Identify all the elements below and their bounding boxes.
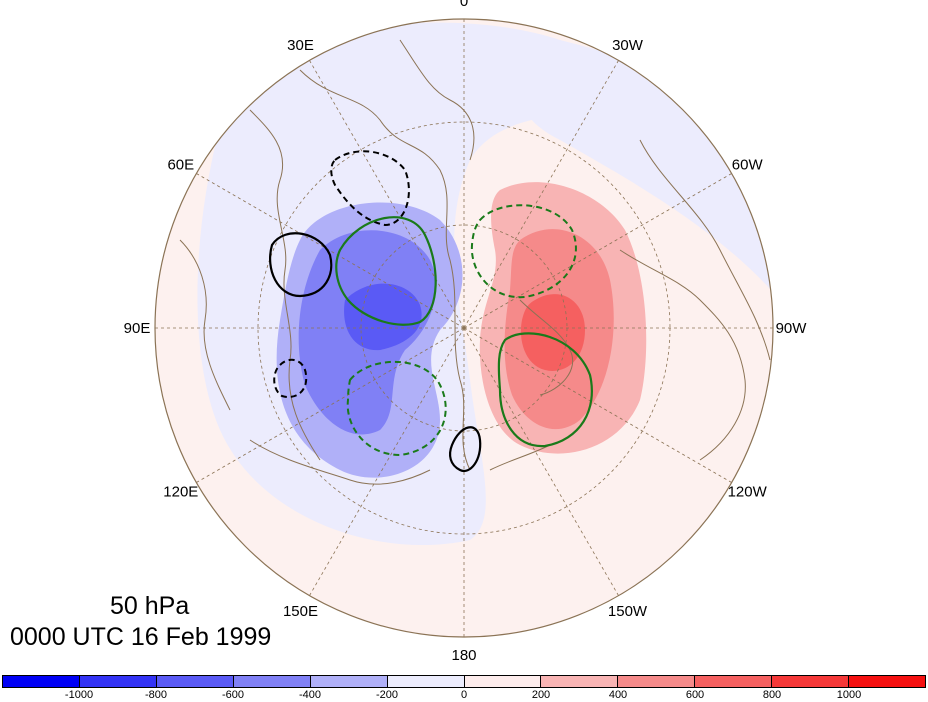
longitude-label: 120E <box>163 484 198 501</box>
colorbar-swatch <box>310 676 388 687</box>
graticule <box>155 19 773 637</box>
positive-region-600 <box>520 294 585 371</box>
shaded-anomaly-field <box>155 19 773 637</box>
pressure-level-title: 50 hPa <box>110 592 190 620</box>
negative-contour-dashed-west <box>273 358 308 398</box>
longitude-label: 150E <box>283 603 318 620</box>
colorbar-swatch <box>79 676 157 687</box>
colorbar-swatch <box>618 676 696 687</box>
colorbar-tick-label: -800 <box>144 689 168 701</box>
valid-time-title: 0000 UTC 16 Feb 1999 <box>10 623 272 651</box>
coastlines-and-borders <box>179 39 771 485</box>
negative-contour-dashed-atlantic <box>470 204 577 299</box>
longitude-label: 90W <box>776 320 808 337</box>
negative-region-600 <box>344 283 422 351</box>
colorbar-tick-label: 800 <box>762 689 782 701</box>
colorbar-tick-label: 400 <box>608 689 628 701</box>
colorbar-swatch <box>464 676 542 687</box>
colorbar-tick-label: 200 <box>531 689 551 701</box>
negative-contour-dashed-north <box>330 150 410 227</box>
longitude-labels: 0 30W 60W 90W 120W 150W 180 150E 120E 90E 60E 30E <box>124 0 808 664</box>
positive-contour-solid-asia <box>335 216 437 326</box>
longitude-label: 180 <box>451 647 476 664</box>
colorbar-tick-label: -400 <box>298 689 322 701</box>
negative-contour-solid-south <box>449 426 482 473</box>
longitude-label: 60W <box>732 157 764 174</box>
colorbar-tick-label: 600 <box>685 689 705 701</box>
colorbar-swatch <box>233 676 311 687</box>
longitude-label: 30W <box>612 37 644 54</box>
colorbar-swatch <box>156 676 234 687</box>
colorbar-swatch <box>3 676 80 687</box>
colorbar-tick-label: 1000 <box>836 689 862 701</box>
colorbar-tick-label: 0 <box>460 689 468 701</box>
colorbar-tick-label: -200 <box>375 689 399 701</box>
longitude-label: 120W <box>728 484 768 501</box>
colorbar-swatch <box>541 676 619 687</box>
colorbar-tick-label: -1000 <box>64 689 94 701</box>
colorbar-labels: -1000 -800 -600 -400 -200 0 200 400 600 800 1000 <box>0 689 928 702</box>
longitude-label: 90E <box>124 320 151 337</box>
map-boundary <box>154 18 774 638</box>
colorbar-swatch <box>849 676 926 687</box>
positive-contour-solid-america <box>497 332 593 448</box>
colorbar-swatch <box>772 676 850 687</box>
longitude-label: 150W <box>608 603 648 620</box>
colorbar <box>2 675 926 688</box>
contour-overlays <box>269 150 593 473</box>
colorbar-tick-label: -600 <box>221 689 245 701</box>
longitude-label: 60E <box>167 157 194 174</box>
negative-contour-solid-west <box>269 232 333 298</box>
colorbar-swatch <box>695 676 773 687</box>
longitude-label: 0 <box>460 0 468 10</box>
colorbar-swatch <box>387 676 465 687</box>
longitude-label: 30E <box>287 37 314 54</box>
